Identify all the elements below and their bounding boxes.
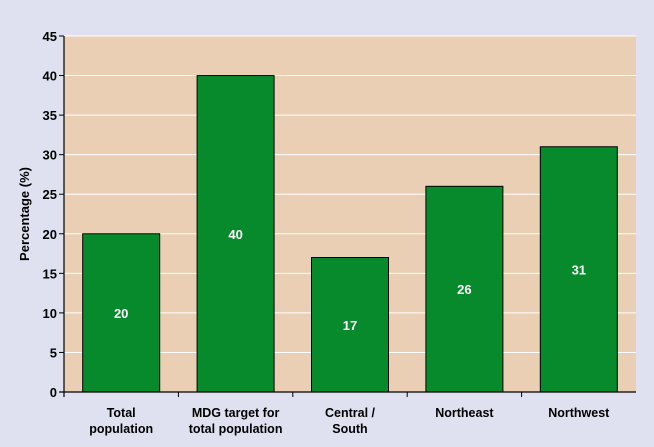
x-category-label: total population <box>189 422 283 436</box>
y-tick-label: 30 <box>43 148 57 163</box>
y-tick-label: 10 <box>43 306 57 321</box>
x-category-label: Northeast <box>435 406 494 420</box>
bar <box>539 146 618 393</box>
bar-data-labels: 20 40 17 26 31 <box>114 227 586 333</box>
bar <box>425 185 504 393</box>
bars <box>82 75 618 393</box>
bar <box>196 75 275 393</box>
bar <box>311 257 389 393</box>
x-category-label: South <box>332 422 367 436</box>
x-axis-categories: Total population MDG target for total popul… <box>89 392 610 436</box>
x-category-label: Central / <box>325 406 376 420</box>
bar <box>82 233 161 393</box>
y-tick-label: 5 <box>50 345 57 360</box>
bar-value-label: 20 <box>114 306 128 321</box>
y-tick-label: 15 <box>43 266 57 281</box>
y-axis-ticks: 0 5 10 15 20 25 30 35 40 45 <box>43 29 64 400</box>
x-category-label: Total <box>107 406 136 420</box>
x-category-label: Northwest <box>548 406 610 420</box>
y-tick-label: 35 <box>43 108 57 123</box>
bar-value-label: 26 <box>457 282 471 297</box>
x-category-label: MDG target for <box>192 406 280 420</box>
y-tick-label: 45 <box>43 29 57 44</box>
bar-value-label: 31 <box>572 262 586 277</box>
y-axis-title: Percentage (%) <box>17 167 32 261</box>
y-tick-label: 40 <box>43 69 57 84</box>
y-tick-label: 20 <box>43 227 57 242</box>
bar-value-label: 17 <box>343 318 357 333</box>
y-tick-label: 0 <box>50 385 57 400</box>
x-category-label: population <box>89 422 153 436</box>
bar-value-label: 40 <box>228 227 242 242</box>
y-tick-label: 25 <box>43 187 57 202</box>
